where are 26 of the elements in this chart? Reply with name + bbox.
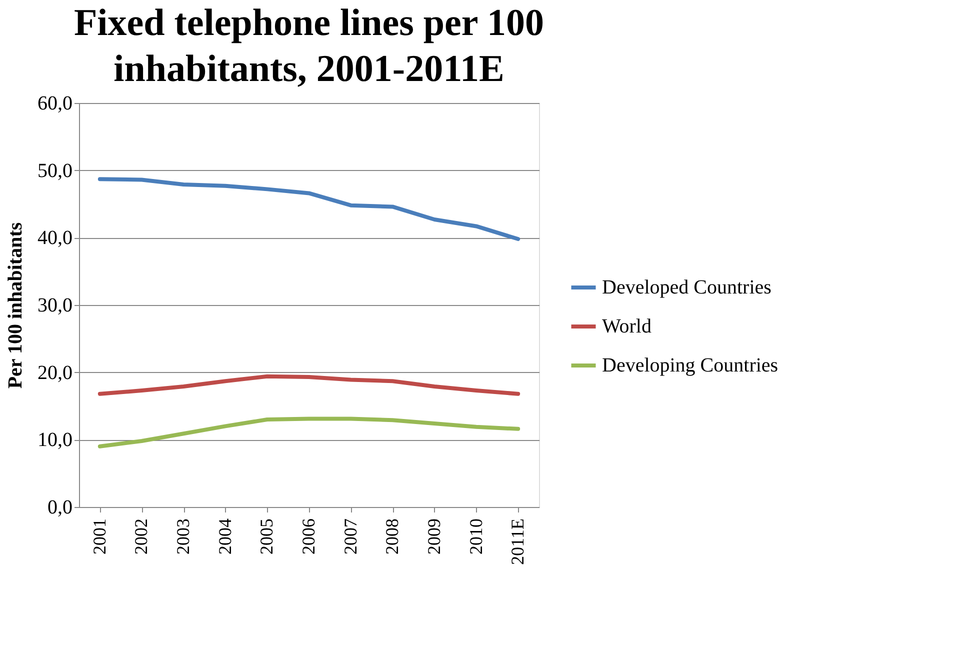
x-tick-label: 2001 [89, 518, 110, 554]
y-tick-label: 60,0 [38, 92, 72, 114]
y-tick-label: 20,0 [38, 362, 72, 384]
y-tick-label: 10,0 [38, 429, 72, 452]
x-tick-label: 2007 [340, 518, 360, 554]
line-series [98, 416, 520, 448]
y-tick-label: 50,0 [38, 160, 72, 182]
line-series [98, 374, 520, 396]
legend-label: Developed Countries [602, 276, 772, 298]
x-tick-label: 2009 [424, 518, 444, 554]
y-tick-label: 40,0 [38, 227, 72, 250]
y-tick-label: 0,0 [48, 496, 72, 518]
x-tick-label: 2008 [382, 518, 402, 554]
x-tick-label: 2005 [256, 518, 277, 554]
y-tick-label: 30,0 [38, 294, 72, 316]
y-axis-title: Per 100 inhabitants [4, 222, 26, 389]
legend-label: Developing Countries [602, 354, 778, 376]
chart-title: Fixed telephone lines per 100 inhabitants, 2001-2011E [74, 2, 544, 90]
legend-label: World [602, 316, 652, 338]
x-tick-label: 2002 [131, 518, 152, 554]
x-tick-label: 2010 [466, 518, 486, 554]
x-tick-label: 2004 [214, 518, 235, 554]
x-tick-label: 2003 [173, 518, 194, 554]
x-tick-label: 2011E [508, 518, 528, 565]
x-tick-label: 2006 [298, 518, 318, 554]
line-series [98, 177, 520, 242]
